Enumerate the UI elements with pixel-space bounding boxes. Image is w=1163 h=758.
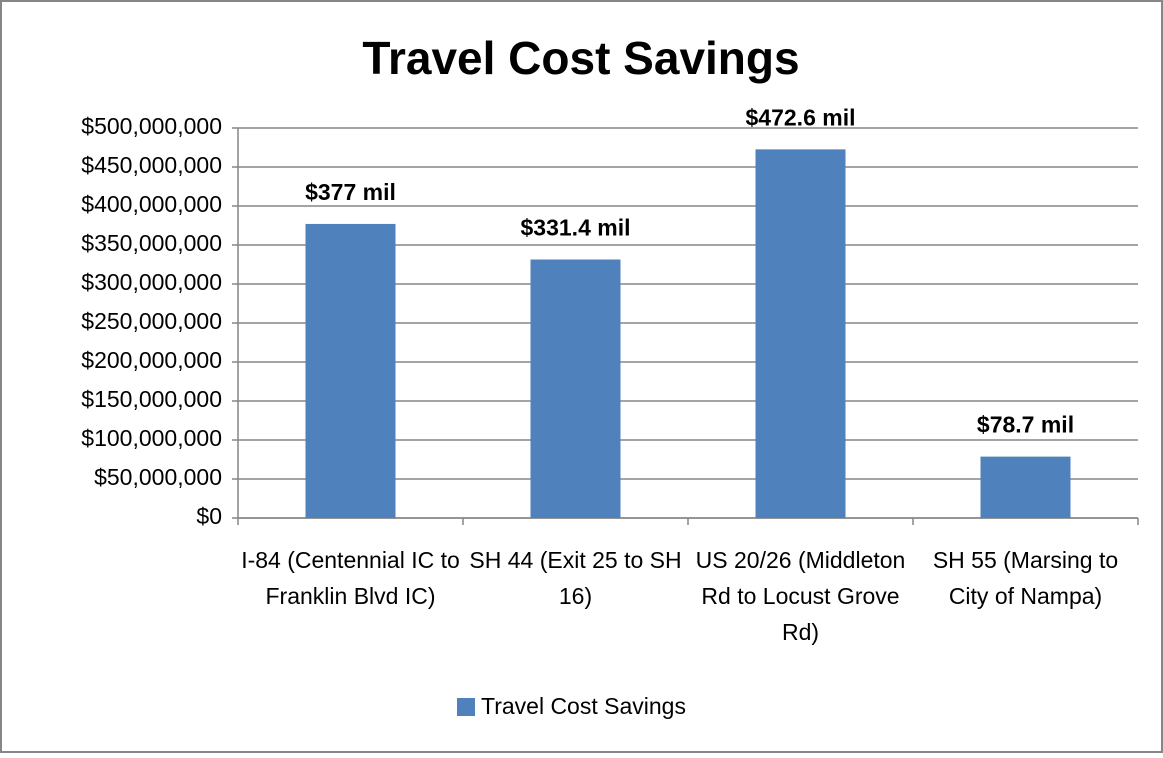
label-line: Franklin Blvd IC) — [266, 583, 436, 609]
bar — [305, 223, 396, 518]
label-line: SH 55 (Marsing to — [933, 547, 1118, 573]
data-label: $472.6 mil — [746, 104, 856, 130]
y-tick-label: $150,000,000 — [81, 386, 222, 412]
y-tick-label: $350,000,000 — [81, 230, 222, 256]
label-line: US 20/26 (Middleton — [696, 547, 906, 573]
legend-swatch — [457, 698, 475, 716]
y-tick-label: $500,000,000 — [81, 113, 222, 139]
label-line: Rd to Locust Grove — [701, 583, 899, 609]
y-tick-label: $450,000,000 — [81, 152, 222, 178]
chart-title: Travel Cost Savings — [362, 32, 799, 84]
data-label: $78.7 mil — [977, 412, 1074, 438]
y-tick-label: $200,000,000 — [81, 347, 222, 373]
data-label: $331.4 mil — [521, 215, 631, 241]
bar — [755, 149, 846, 518]
x-tick-label: I-84 (Centennial IC to Franklin Blvd IC) — [241, 547, 460, 609]
data-label: $377 mil — [305, 179, 396, 205]
label-line: SH 44 (Exit 25 to SH — [469, 547, 681, 573]
x-tick-label: US 20/26 (Middleton Rd to Locust Grove Rd) — [696, 547, 906, 645]
y-tick-label: $400,000,000 — [81, 191, 222, 217]
bar — [530, 259, 621, 518]
y-tick-label: $50,000,000 — [94, 464, 222, 490]
x-tick-label: SH 55 (Marsing to City of Nampa) — [933, 547, 1118, 609]
label-line: City of Nampa) — [949, 583, 1102, 609]
label-line: 16) — [559, 583, 592, 609]
label-line: I-84 (Centennial IC to — [241, 547, 460, 573]
x-tick-label: SH 44 (Exit 25 to SH 16) — [469, 547, 681, 609]
y-tick-label: $250,000,000 — [81, 308, 222, 334]
y-tick-label: $300,000,000 — [81, 269, 222, 295]
label-line: Rd) — [782, 619, 819, 645]
y-tick-label: $100,000,000 — [81, 425, 222, 451]
y-tick-label: $0 — [196, 503, 222, 529]
legend-label: Travel Cost Savings — [481, 693, 686, 719]
bar — [980, 456, 1071, 518]
